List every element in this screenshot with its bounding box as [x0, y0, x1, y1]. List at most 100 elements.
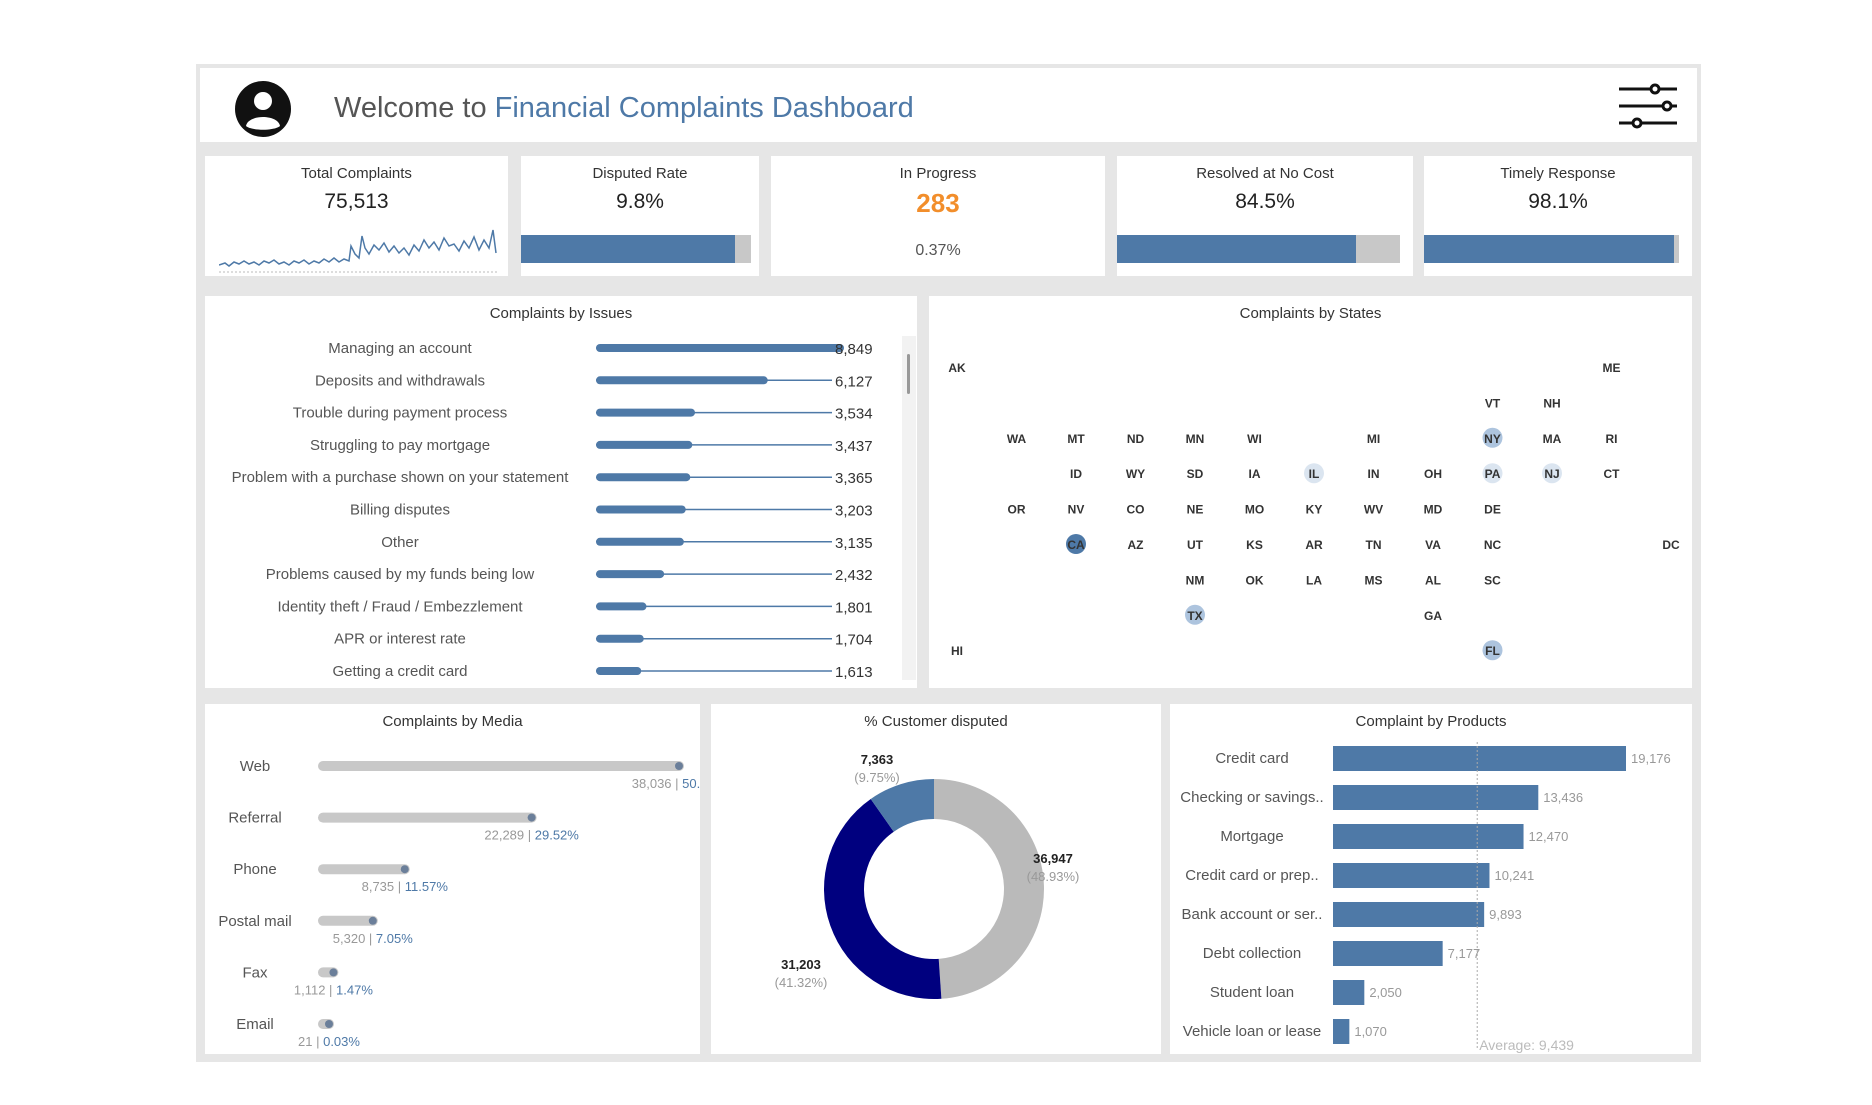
issues-scrollbar-thumb[interactable] [907, 354, 910, 394]
state-label: KY [1306, 503, 1323, 517]
filter-sliders-icon[interactable] [1617, 82, 1679, 132]
user-avatar-icon[interactable] [234, 80, 292, 138]
donut-percent: (41.32%) [775, 975, 828, 990]
issue-bar[interactable] [596, 634, 644, 643]
product-bar[interactable] [1333, 902, 1485, 927]
state-marker[interactable] [1066, 534, 1086, 554]
kpi-label: Total Complaints [301, 165, 412, 182]
media-percent: 1.47% [336, 982, 373, 997]
state-label: AR [1305, 538, 1323, 552]
issue-bar[interactable] [596, 602, 647, 611]
state-label: DE [1484, 503, 1501, 517]
average-label: Average: 9,439 [1479, 1037, 1574, 1053]
media-percent: 29.52% [535, 828, 580, 843]
issue-bar[interactable] [596, 505, 686, 514]
kpi-label: Timely Response [1500, 165, 1616, 182]
media-count: 1,112 | [294, 982, 336, 997]
issue-value: 2,432 [835, 567, 873, 584]
state-label: AZ [1128, 538, 1144, 552]
state-label: ME [1603, 361, 1621, 375]
issue-value: 8,849 [835, 341, 873, 358]
kpi-in-progress: In Progress 283 0.37% [771, 156, 1105, 276]
state-label: ND [1127, 432, 1145, 446]
state-label: MO [1245, 503, 1264, 517]
donut-slice[interactable] [870, 779, 934, 832]
media-label: Referral [228, 810, 281, 827]
issue-bar[interactable] [596, 570, 665, 579]
media-count: 21 | [298, 1034, 323, 1049]
state-marker[interactable] [1482, 427, 1503, 448]
media-value: 5,320 | 7.05% [333, 931, 413, 946]
issue-label: Problem with a purchase shown on your st… [232, 469, 570, 486]
product-bar[interactable] [1333, 746, 1626, 771]
state-label: DC [1662, 538, 1680, 552]
issue-label: Billing disputes [350, 502, 450, 519]
disputed-rate-bar [521, 235, 751, 263]
kpi-value: 283 [916, 188, 960, 218]
product-bar[interactable] [1333, 1019, 1350, 1044]
issue-bar[interactable] [596, 440, 693, 449]
kpi-total-complaints: Total Complaints 75,513 [205, 156, 508, 276]
issue-bar[interactable] [596, 473, 691, 482]
media-panel: Complaints by Media Web 38,036 | 50.37% Re… [205, 704, 700, 1054]
state-marker[interactable] [1482, 463, 1503, 484]
product-value: 1,070 [1354, 1024, 1387, 1039]
product-bar[interactable] [1333, 941, 1443, 966]
state-marker[interactable] [1542, 463, 1562, 484]
header-bar: Welcome to Financial Complaints Dashboar… [200, 68, 1697, 142]
product-value: 19,176 [1631, 751, 1671, 766]
media-bar-end [400, 865, 409, 874]
issues-scrollbar[interactable] [902, 336, 916, 680]
issue-label: APR or interest rate [334, 631, 466, 648]
donut-slice[interactable] [934, 779, 1044, 999]
issues-panel: Complaints by Issues Managing an account… [205, 296, 917, 688]
product-bar[interactable] [1333, 980, 1365, 1005]
donut-value: 36,947 [1033, 851, 1073, 866]
state-label: NE [1187, 503, 1204, 517]
media-count: 38,036 | [632, 776, 682, 791]
state-label: GA [1424, 609, 1442, 623]
issue-value: 3,437 [835, 438, 873, 455]
product-label: Checking or savings.. [1180, 789, 1323, 806]
media-percent: 11.57% [405, 879, 449, 894]
donut-slice[interactable] [824, 799, 942, 999]
issue-label: Problems caused by my funds being low [266, 566, 535, 583]
issue-value: 3,365 [835, 470, 873, 487]
issue-bar[interactable] [596, 344, 844, 352]
disputed-panel: % Customer disputed 36,947 (48.93%) 31,203… [711, 704, 1161, 1054]
state-marker[interactable] [1185, 604, 1205, 625]
issue-bar[interactable] [596, 537, 684, 546]
issue-label: Identity theft / Fraud / Embezzlement [277, 598, 523, 615]
product-value: 13,436 [1543, 790, 1583, 805]
issue-value: 1,704 [835, 632, 873, 649]
product-value: 12,470 [1529, 829, 1569, 844]
state-marker[interactable] [1304, 463, 1324, 484]
state-label: RI [1606, 432, 1618, 446]
issue-bar[interactable] [596, 376, 768, 385]
media-bar-end [675, 762, 683, 770]
state-label: CT [1604, 467, 1621, 481]
product-label: Bank account or ser.. [1182, 906, 1323, 923]
media-value: 21 | 0.03% [298, 1034, 360, 1049]
kpi-resolved-no-cost: Resolved at No Cost 84.5% [1117, 156, 1413, 276]
state-label: LA [1306, 573, 1322, 587]
state-label: IA [1249, 467, 1261, 481]
product-value: 10,241 [1494, 868, 1534, 883]
welcome-prefix: Welcome to [334, 92, 487, 124]
state-label: AK [948, 361, 966, 375]
media-bar-end [527, 813, 536, 822]
state-label: OK [1246, 573, 1264, 587]
state-label: WI [1247, 432, 1262, 446]
state-label: CA [1067, 538, 1085, 552]
state-label: ID [1070, 467, 1082, 481]
product-bar[interactable] [1333, 824, 1524, 849]
issue-bar[interactable] [596, 667, 642, 675]
product-bar[interactable] [1333, 785, 1539, 810]
state-marker[interactable] [1482, 640, 1503, 661]
products-chart: Credit card 19,176 Checking or savings.. 13… [1180, 742, 1671, 1053]
issue-label: Managing an account [328, 340, 472, 357]
issue-bar[interactable] [596, 408, 696, 417]
state-label: WA [1007, 432, 1027, 446]
product-bar[interactable] [1333, 863, 1490, 888]
issue-label: Struggling to pay mortgage [310, 437, 490, 454]
